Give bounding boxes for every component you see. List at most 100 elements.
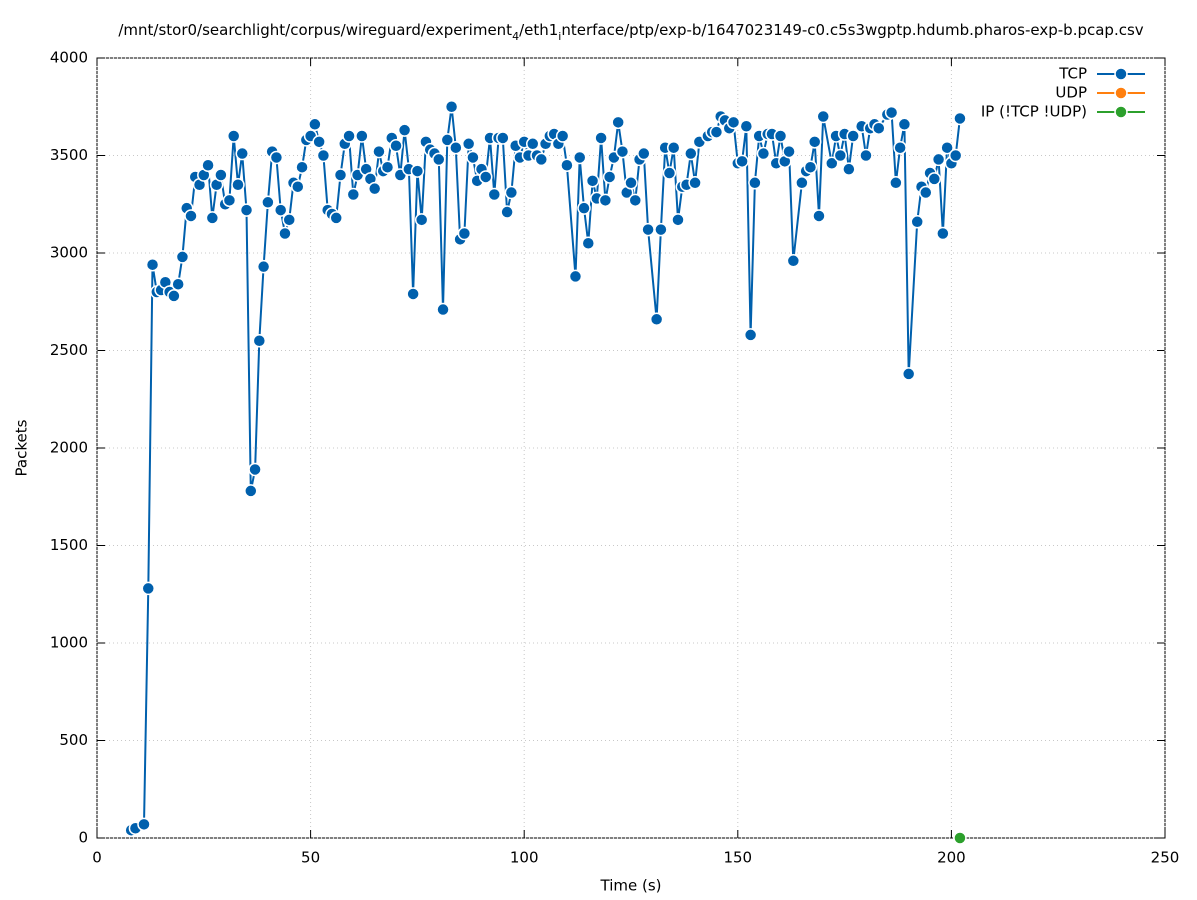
data-point [726,115,741,130]
data-point [927,172,942,186]
data-point [466,150,480,165]
title-part: nterface/ptp/exp-b/1647023149-c0.c5s3wgp… [561,21,1143,39]
data-point [201,158,215,172]
y-tick-label: 2000 [50,439,88,457]
x-tick-label: 150 [723,849,752,867]
data-point [555,129,570,143]
data-point [560,158,574,172]
data-point [295,160,309,174]
x-axis-label: Time (s) [600,877,662,895]
data-point [244,484,258,498]
title-part: /eth1 [519,21,558,39]
data-point [594,131,608,145]
x-tick-label: 100 [510,849,539,867]
data-point [252,334,267,348]
data-point [577,201,591,215]
data-point [859,148,873,163]
data-point [581,236,596,250]
data-point [145,257,160,272]
data-point [273,203,288,217]
data-point [525,137,540,151]
data-point [598,193,613,208]
data-point [782,144,796,159]
y-axis-label: Packets [13,419,31,476]
data-point [496,131,510,145]
data-point [141,581,156,596]
data-point [342,129,356,143]
chart-title: /mnt/stor0/searchlight/corpus/wireguard/… [118,21,1143,43]
data-point [602,170,617,184]
data-point [872,121,886,135]
legend-label: TCP [1058,65,1087,83]
data-point [846,129,860,143]
data-point [316,148,331,163]
x-tick-label: 250 [1151,849,1180,867]
data-point [816,109,830,124]
data-point [649,312,664,327]
data-point [432,152,446,167]
data-point [171,277,185,291]
data-point [389,139,403,153]
data-point [235,146,249,161]
data-point [893,140,907,155]
data-point [948,148,963,163]
data-point [803,160,818,174]
legend-label: IP (!TCP !UDP) [981,103,1087,121]
data-point [261,195,275,210]
data-point [504,185,519,200]
data-point [641,222,655,237]
data-point [137,817,151,832]
data-point [662,166,677,180]
data-point [372,144,386,159]
data-point [534,152,549,167]
data-point [278,226,292,241]
data-point [184,209,198,223]
data-point [654,222,668,237]
data-point [743,328,758,342]
data-point [807,135,822,149]
data-point [628,193,643,208]
data-point [205,211,220,225]
data-point [291,179,305,194]
data-point [312,135,326,149]
title-part: i [558,30,561,43]
data-point [615,144,630,159]
data-point [346,187,361,202]
data-point [795,176,809,190]
data-point [239,203,254,217]
data-point [487,187,502,202]
data-point [226,129,241,143]
y-tick-label: 1000 [50,634,88,652]
data-point [167,289,181,303]
data-point [367,181,382,196]
y-tick-label: 2500 [50,341,88,359]
x-tick-label: 50 [301,849,320,867]
data-point [884,105,899,120]
data-point [175,250,190,264]
data-point [889,176,903,190]
data-point [461,137,476,151]
data-point [568,269,583,284]
data-point [222,193,237,208]
data-point [611,115,625,130]
data-point [897,117,912,132]
y-tick-label: 0 [78,829,88,847]
data-point [735,154,749,169]
y-tick-label: 3000 [50,244,88,262]
data-point [248,462,262,477]
data-point [833,148,848,163]
x-tick-label: 0 [92,849,102,867]
data-point [572,150,587,165]
data-point [786,254,801,268]
data-point [329,211,343,225]
data-point [333,168,348,182]
data-point [901,367,916,381]
title-part: 4 [512,30,519,43]
data-point [231,178,245,192]
data-point [671,213,685,227]
data-point [919,185,933,200]
data-point [825,156,839,171]
data-point [953,831,967,845]
data-point [214,168,228,182]
data-point [748,176,762,190]
